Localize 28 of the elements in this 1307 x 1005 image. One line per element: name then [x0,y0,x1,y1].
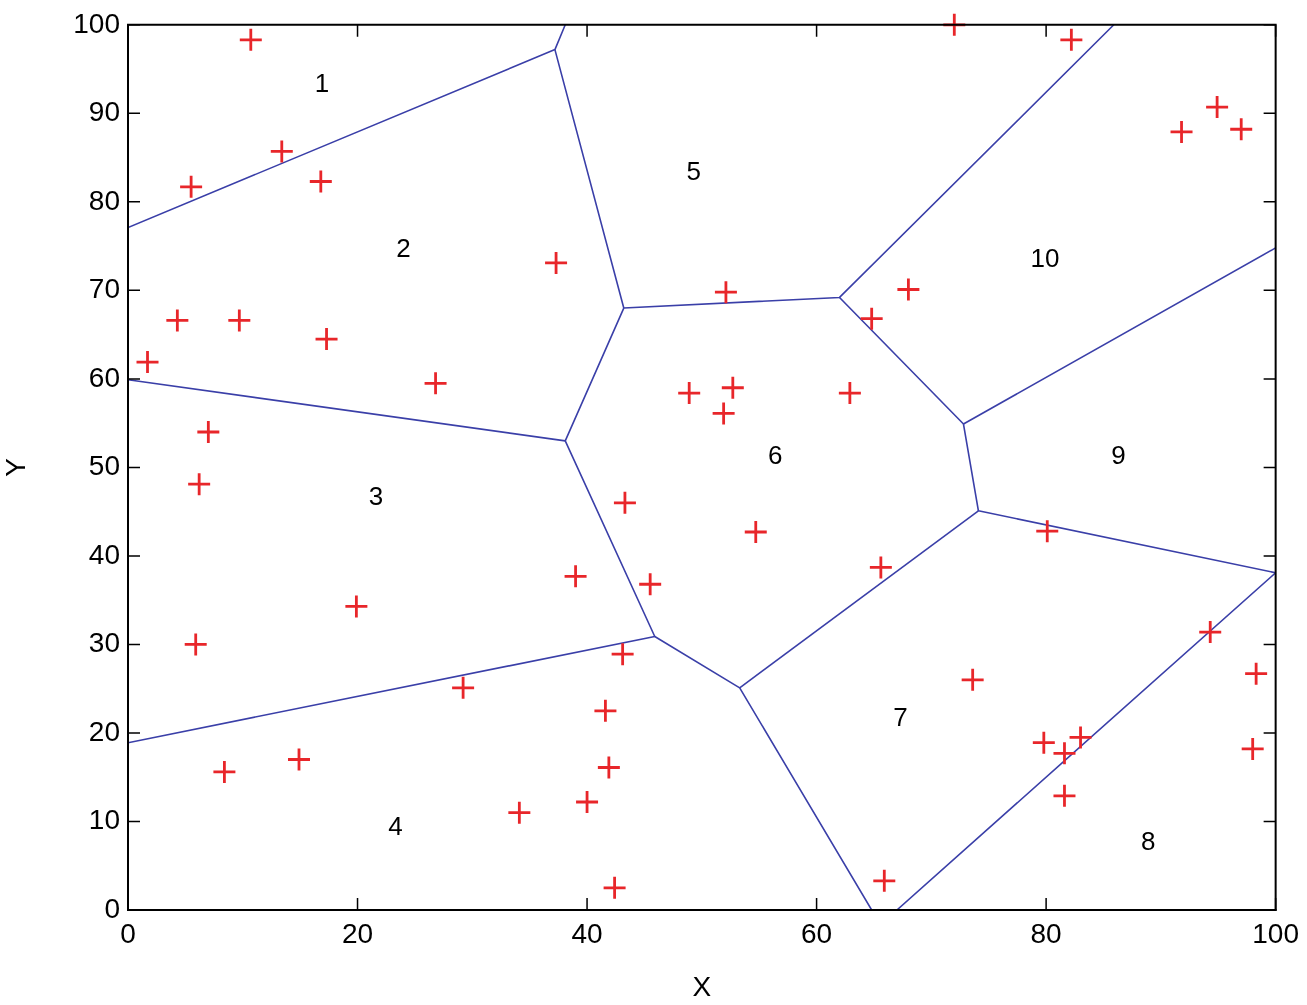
y-tick-label: 60 [88,361,120,393]
annotation: 9 [1111,439,1126,470]
annotation: 6 [768,439,783,470]
y-tick-label: 50 [88,450,120,482]
annotation: 5 [686,155,702,186]
annotation: 10 [1030,243,1060,274]
y-tick-label: 0 [104,892,120,924]
x-tick-label: 100 [1252,917,1299,949]
y-tick-label: 20 [88,715,120,747]
y-tick-label: 30 [88,627,120,659]
x-tick-label: 40 [571,917,603,949]
x-tick-label: 60 [801,917,833,949]
y-tick-label: 10 [88,804,120,836]
y-tick-label: 100 [73,7,120,39]
annotation: 7 [893,701,908,732]
y-axis-title: Y [0,457,31,477]
y-tick-label: 90 [88,96,120,128]
y-tick-label: 40 [88,538,120,570]
x-tick-label: 20 [341,917,374,949]
annotation: 3 [368,480,384,511]
y-tick-label: 70 [88,273,120,305]
x-axis-title: X [692,970,712,1002]
annotation: 2 [396,232,411,263]
x-tick-label: 80 [1030,917,1062,949]
annotation: 1 [314,68,330,99]
annotation: 4 [388,810,403,841]
annotation: 8 [1141,825,1156,856]
y-tick-label: 80 [88,184,120,216]
